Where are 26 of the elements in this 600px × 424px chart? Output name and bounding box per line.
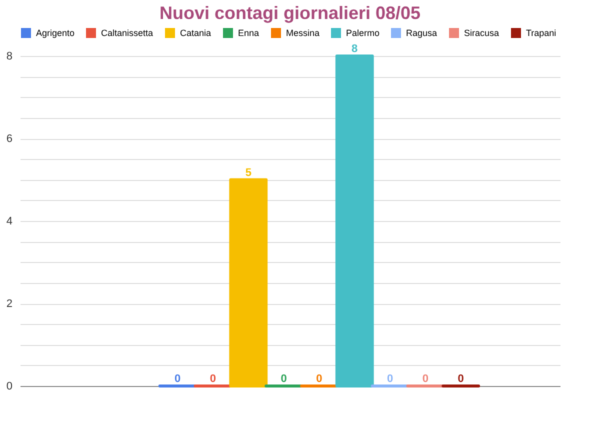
legend-label: Ragusa	[406, 28, 438, 38]
legend-label: Agrigento	[36, 28, 75, 38]
y-tick-label: 0	[6, 380, 12, 392]
bar	[229, 178, 268, 388]
data-label: 0	[280, 373, 287, 385]
data-label: 0	[210, 373, 216, 385]
data-label: 0	[422, 373, 429, 385]
y-tick-label: 2	[6, 298, 12, 310]
bar	[335, 54, 374, 388]
y-tick-label: 4	[6, 216, 12, 228]
chart-title: Nuovi contagi giornalieri 08/05	[159, 3, 421, 23]
legend-label: Enna	[238, 28, 260, 38]
legend-label: Catania	[180, 28, 212, 38]
y-tick-label: 6	[6, 133, 12, 145]
data-label: 0	[174, 373, 181, 385]
data-label: 5	[245, 166, 252, 179]
legend-label: Trapani	[526, 28, 556, 38]
legend-label: Palermo	[346, 28, 380, 38]
legend-label: Caltanissetta	[101, 28, 154, 38]
data-label: 0	[386, 373, 394, 385]
legend-label: Siracusa	[464, 28, 500, 38]
data-label: 0	[316, 373, 322, 385]
y-tick-label: 8	[6, 50, 12, 62]
data-label: 0	[458, 373, 464, 385]
data-label: 8	[352, 43, 358, 55]
legend-label: Messina	[286, 28, 320, 38]
